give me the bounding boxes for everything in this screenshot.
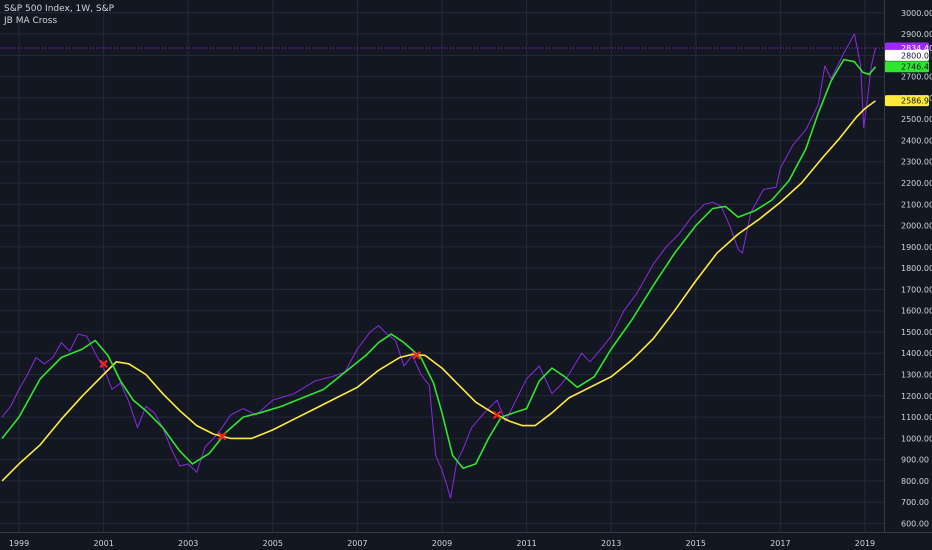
- y-tick-label: 2500.00: [901, 115, 932, 124]
- cross-marker: [217, 432, 227, 441]
- y-tick-label: 2100.00: [901, 200, 932, 209]
- last-value-tag: 2746.43: [885, 61, 932, 73]
- y-tick-label: 2300.00: [901, 158, 932, 167]
- y-tick-label: 1100.00: [901, 413, 932, 422]
- y-tick-label: 2400.00: [901, 136, 932, 145]
- y-tick-label: 700.00: [901, 498, 929, 507]
- y-tick-label: 1500.00: [901, 328, 932, 337]
- x-tick-label: 2019: [855, 539, 875, 548]
- x-tick-label: 2003: [178, 539, 198, 548]
- fast-ma-line: [1, 58, 877, 469]
- cross-marker: [492, 410, 502, 420]
- y-tick-label: 1200.00: [901, 392, 932, 401]
- last-value-label: 2746.43: [901, 63, 932, 72]
- last-value-label: 2800.00: [901, 51, 932, 60]
- y-tick-label: 1900.00: [901, 243, 932, 252]
- cross-marker: [412, 351, 421, 360]
- last-value-label: 2834.40: [901, 44, 932, 53]
- y-tick-label: 600.00: [901, 519, 929, 528]
- y-tick-label: 1600.00: [901, 307, 932, 316]
- x-tick-label: 2001: [93, 539, 113, 548]
- last-value-tag: 2586.97: [885, 95, 932, 107]
- last-value-label: 2586.97: [901, 97, 932, 106]
- slow-ma-line: [1, 100, 876, 482]
- series-layer: [0, 33, 884, 499]
- y-tick-label: 800.00: [901, 477, 929, 486]
- y-tick-label: 2900.00: [901, 30, 932, 39]
- chart-title[interactable]: S&P 500 Index, 1W, S&P: [4, 4, 115, 14]
- y-tick-label: 1000.00: [901, 434, 932, 443]
- last-value-tag: 2800.00: [885, 49, 932, 61]
- y-tick-label: 1300.00: [901, 371, 932, 380]
- y-tick-label: 2000.00: [901, 222, 932, 231]
- indicator-label[interactable]: JB MA Cross: [4, 16, 58, 26]
- price-line-series: [1, 33, 876, 499]
- x-tick-label: 2015: [686, 539, 706, 548]
- cross-marker: [99, 359, 108, 369]
- x-tick-label: 2013: [601, 539, 621, 548]
- y-tick-label: 1400.00: [901, 349, 932, 358]
- x-tick-label: 2017: [770, 539, 790, 548]
- y-tick-label: 1800.00: [901, 264, 932, 273]
- x-tick-label: 2011: [516, 539, 536, 548]
- y-tick-label: 3000.00: [901, 9, 932, 18]
- x-tick-label: 2005: [263, 539, 283, 548]
- y-tick-label: 1700.00: [901, 285, 932, 294]
- y-tick-label: 2700.00: [901, 73, 932, 82]
- grid: [0, 0, 884, 532]
- y-tick-label: 2200.00: [901, 179, 932, 188]
- y-tick-label: 900.00: [901, 456, 929, 465]
- x-tick-label: 2009: [432, 539, 452, 548]
- x-tick-label: 2007: [347, 539, 367, 548]
- x-tick-label: 1999: [9, 539, 29, 548]
